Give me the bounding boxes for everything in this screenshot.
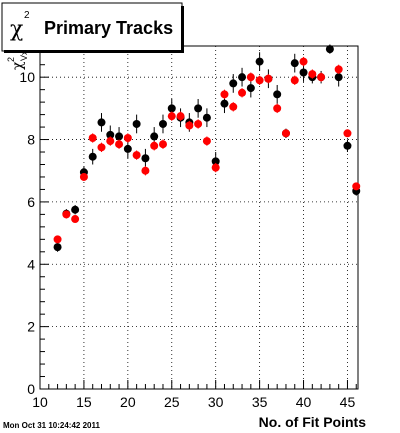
title-box-shadow-right — [181, 6, 184, 53]
series-red-point — [123, 133, 132, 142]
series-black-point — [334, 73, 343, 82]
series-red-point — [299, 57, 308, 66]
series-black-point — [158, 119, 167, 128]
series-red-point — [281, 129, 290, 138]
series-red-point — [185, 121, 194, 130]
series-red-point — [255, 76, 264, 85]
data-points — [53, 44, 361, 252]
title-chi-superscript: 2 — [24, 10, 30, 21]
x-tick-label: 20 — [120, 394, 136, 410]
series-red-point — [71, 215, 80, 224]
series-red-point — [194, 119, 203, 128]
series-red-point — [308, 70, 317, 79]
series-black-point — [194, 104, 203, 113]
y-tick-label: 10 — [19, 69, 35, 85]
series-black-point — [246, 84, 255, 93]
series-black-point — [115, 132, 124, 141]
y-axis-label-superscript: 2 — [6, 57, 16, 62]
series-red-point — [158, 140, 167, 149]
x-tick-labels: 10 15 20 25 30 35 40 45 — [32, 394, 355, 410]
y-tick-label: 4 — [27, 256, 35, 272]
title-box: χ 2 Primary Tracks — [1, 2, 184, 53]
y-tick-labels: 0 2 4 6 8 10 — [19, 69, 35, 397]
series-red-point — [115, 140, 124, 149]
series-red-point — [53, 235, 62, 244]
series-black-point — [106, 130, 115, 139]
series-black-point — [97, 118, 106, 127]
series-red-point — [229, 102, 238, 111]
series-black-point — [211, 157, 220, 166]
x-axis-label: No. of Fit Points — [259, 414, 367, 430]
series-black-point — [53, 243, 62, 252]
series-black-point — [343, 141, 352, 150]
x-tick-label: 15 — [76, 394, 92, 410]
series-black-point — [229, 79, 238, 88]
series-black-point — [238, 73, 247, 82]
x-tick-label: 40 — [296, 394, 312, 410]
series-red-point — [176, 112, 185, 121]
series-red-point — [352, 182, 361, 191]
chart-title: Primary Tracks — [44, 18, 173, 38]
series-red-point — [79, 172, 88, 181]
title-box-shadow-bottom — [4, 50, 183, 53]
series-red-point — [290, 76, 299, 85]
series-black-point — [167, 104, 176, 113]
series-red-point — [97, 143, 106, 152]
series-black-point — [123, 144, 132, 153]
x-tick-label: 45 — [340, 394, 356, 410]
series-red-point — [150, 141, 159, 150]
series-black-point — [132, 119, 141, 128]
series-red-point — [202, 137, 211, 146]
x-tick-label: 35 — [252, 394, 268, 410]
x-tick-label: 10 — [32, 394, 48, 410]
y-axis-label: χ 2 Vx — [6, 50, 29, 70]
series-black-point — [88, 152, 97, 161]
series-black-point — [71, 205, 80, 214]
timestamp: Mon Oct 31 10:24:42 2011 — [3, 421, 100, 430]
series-red-point — [132, 151, 141, 160]
x-tick-label: 30 — [208, 394, 224, 410]
series-black-point — [220, 99, 229, 108]
series-black-point — [325, 45, 334, 54]
series-black-point — [299, 68, 308, 77]
title-chi-symbol: χ — [10, 17, 23, 42]
series-red-point — [167, 112, 176, 121]
series-red-point — [238, 88, 247, 97]
series-red-point — [273, 104, 282, 113]
series-black-point — [202, 113, 211, 122]
y-tick-label: 6 — [27, 194, 35, 210]
series-red-point — [334, 65, 343, 74]
series-black-point — [141, 154, 150, 163]
y-tick-label: 8 — [27, 132, 35, 148]
series-red-point — [317, 73, 326, 82]
series-red-point — [106, 137, 115, 146]
series-red-point — [343, 129, 352, 138]
y-axis-label-chi: χ — [10, 61, 26, 70]
plot-frame — [39, 45, 359, 390]
series-black-point — [150, 132, 159, 141]
series-red-point — [220, 90, 229, 99]
series-black-point — [255, 57, 264, 66]
series-black-point — [290, 59, 299, 68]
x-tick-label: 25 — [164, 394, 180, 410]
y-axis-label-subscript: Vx — [19, 50, 29, 61]
series-red-point — [62, 210, 71, 219]
series-black-point — [273, 90, 282, 99]
axis-ticks — [39, 51, 357, 390]
y-tick-label: 0 — [27, 381, 35, 397]
series-red-point — [211, 163, 220, 172]
series-red-point — [88, 133, 97, 142]
series-red-point — [246, 73, 255, 82]
y-tick-label: 2 — [27, 319, 35, 335]
series-red-point — [141, 166, 150, 175]
series-red-point — [264, 74, 273, 83]
